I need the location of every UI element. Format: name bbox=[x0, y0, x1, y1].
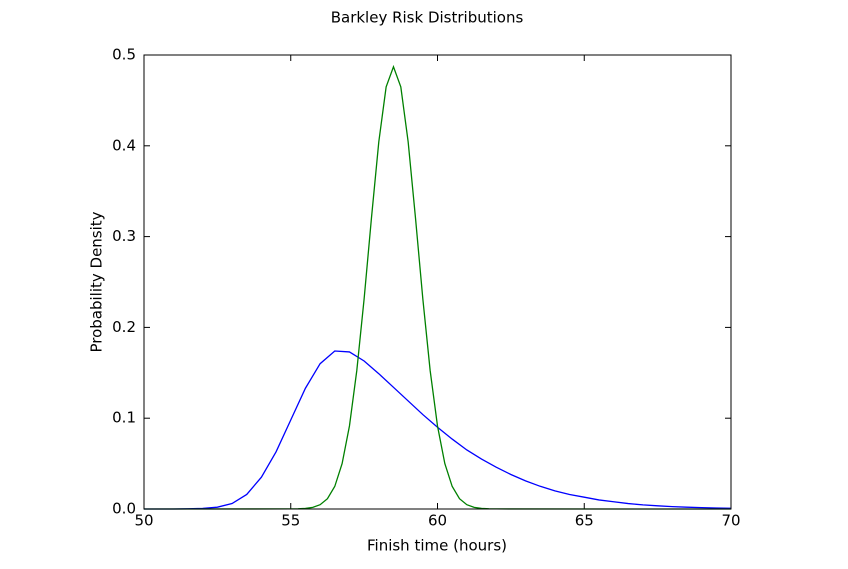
chart-title: Barkley Risk Distributions bbox=[331, 9, 524, 27]
x-tick-label: 60 bbox=[428, 512, 447, 530]
x-axis-label: Finish time (hours) bbox=[367, 537, 507, 555]
y-tick-label: 0.2 bbox=[112, 318, 136, 336]
y-tick-label: 0.4 bbox=[112, 136, 136, 154]
x-tick-label: 55 bbox=[281, 512, 300, 530]
y-tick-label: 0.5 bbox=[112, 46, 136, 64]
x-tick-label: 50 bbox=[134, 512, 153, 530]
x-tick-label: 65 bbox=[575, 512, 594, 530]
line-series bbox=[143, 64, 732, 510]
x-tick-label: 70 bbox=[721, 512, 740, 530]
line-series bbox=[144, 350, 732, 510]
y-tick-label: 0.3 bbox=[112, 227, 136, 245]
y-tick-label: 0.1 bbox=[112, 409, 136, 427]
y-tick-label: 0.0 bbox=[112, 500, 136, 518]
plot-frame bbox=[143, 54, 732, 510]
y-axis-label: Probability Density bbox=[88, 211, 106, 352]
